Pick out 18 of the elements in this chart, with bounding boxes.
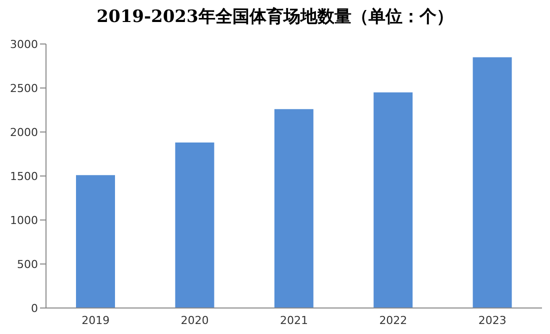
bar	[472, 57, 512, 308]
x-tick-label: 2022	[379, 314, 408, 327]
y-tick-label: 1500	[10, 170, 38, 183]
bar	[374, 92, 413, 308]
y-tick-label: 500	[17, 258, 38, 271]
y-tick-label: 2500	[10, 82, 38, 95]
x-tick-label: 2019	[82, 314, 110, 327]
x-tick-label: 2023	[478, 314, 506, 327]
bar	[274, 109, 314, 308]
y-tick-label: 3000	[10, 38, 38, 51]
bar	[175, 142, 214, 308]
bar	[76, 175, 115, 308]
x-tick-label: 2020	[180, 314, 209, 327]
y-tick-label: 2000	[10, 126, 38, 139]
chart-title: 2019-2023年全国体育场地数量（单位：个）	[96, 6, 454, 29]
x-tick-label: 2021	[280, 314, 308, 327]
y-tick-label: 0	[31, 302, 38, 315]
y-tick-label: 1000	[10, 214, 38, 227]
